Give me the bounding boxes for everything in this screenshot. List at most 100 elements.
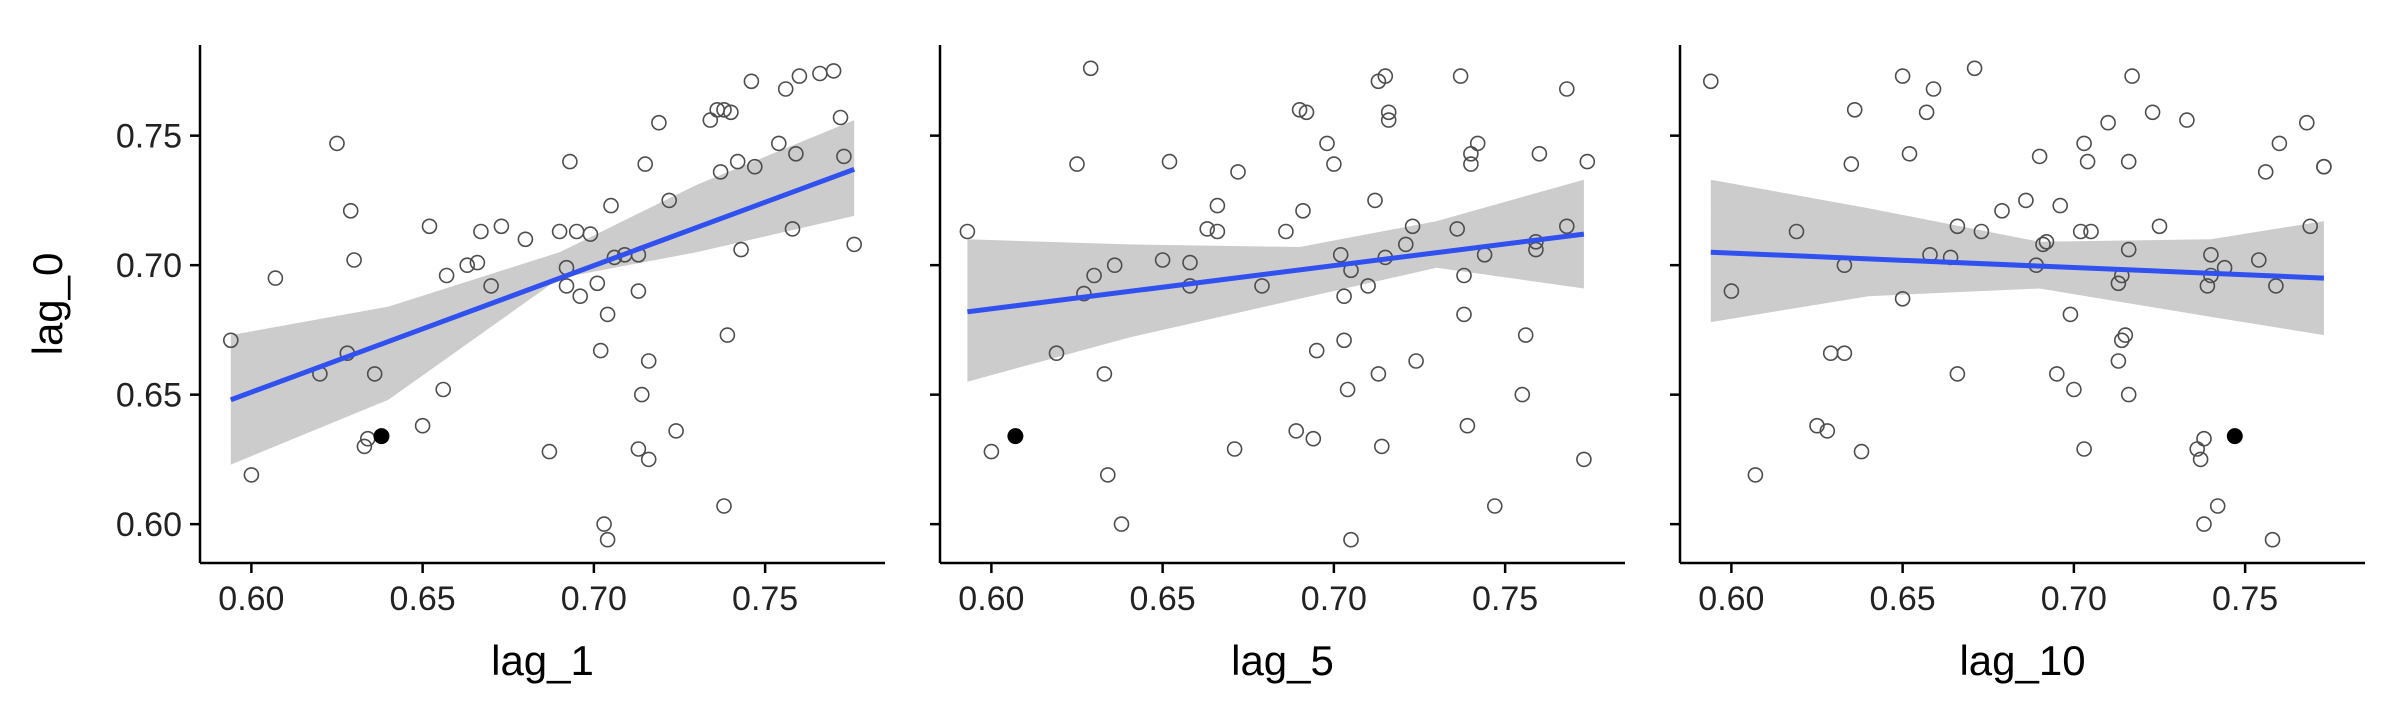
data-point <box>1319 135 1335 152</box>
data-point <box>599 531 616 548</box>
y-tick-label: 0.75 <box>116 118 182 156</box>
data-point <box>1295 203 1311 219</box>
facet-panel-1: 0.60 0.65 0.70 0.75 0.60 0.65 0.70 0.75 lag_1 lag… <box>24 45 885 684</box>
data-point <box>2120 386 2137 403</box>
data-point <box>1298 104 1315 121</box>
data-point <box>719 327 736 343</box>
data-point <box>2209 498 2226 514</box>
data-point <box>2117 327 2134 343</box>
data-point <box>1209 197 1226 214</box>
data-point <box>651 114 667 131</box>
data-point <box>483 278 499 294</box>
data-point <box>832 109 849 126</box>
data-point <box>2120 241 2137 258</box>
data-point <box>2199 278 2216 294</box>
data-point <box>729 153 746 170</box>
data-point <box>1291 102 1308 118</box>
data-point <box>2038 234 2055 250</box>
data-point <box>716 102 732 118</box>
regression-line <box>1710 249 2325 281</box>
data-point <box>1894 290 1911 307</box>
data-point <box>2079 153 2096 170</box>
data-point <box>421 218 438 235</box>
regression-line <box>967 231 1585 315</box>
data-point <box>2302 218 2318 235</box>
x-tick-label: 0.65 <box>1130 580 1196 618</box>
data-point <box>1559 81 1575 97</box>
data-point <box>1747 467 1764 483</box>
data-point <box>435 381 452 398</box>
data-point <box>243 467 260 483</box>
data-point <box>2268 278 2284 294</box>
data-point <box>1209 223 1226 240</box>
data-point <box>568 223 585 240</box>
data-point <box>1819 423 1836 439</box>
data-point <box>1278 223 1294 240</box>
data-point <box>1113 516 1130 532</box>
x-tick-label: 0.75 <box>2212 580 2278 618</box>
data-point <box>2192 451 2209 468</box>
data-point <box>630 283 647 299</box>
data-point <box>589 275 606 292</box>
data-point <box>1069 156 1085 172</box>
confidence-band <box>967 179 1584 382</box>
data-point <box>2062 306 2079 323</box>
data-point <box>2299 114 2315 131</box>
data-point <box>438 267 455 284</box>
regression-line <box>229 166 856 403</box>
data-point <box>2035 236 2051 253</box>
data-point <box>668 423 684 439</box>
data-point <box>1336 288 1352 305</box>
data-point <box>1374 438 1390 455</box>
data-point <box>1370 366 1387 382</box>
data-point <box>1199 221 1215 237</box>
data-point <box>1579 153 1596 170</box>
data-point <box>2251 252 2267 268</box>
data-point <box>1723 283 1740 299</box>
data-point <box>1966 60 1983 77</box>
data-point <box>743 73 760 90</box>
highlighted-point <box>373 428 390 445</box>
data-point <box>1456 267 1472 284</box>
data-point <box>2018 192 2034 209</box>
data-point <box>661 192 678 209</box>
data-point <box>1949 366 1966 382</box>
data-point <box>633 386 650 403</box>
data-point <box>1082 60 1099 77</box>
data-point <box>558 278 575 294</box>
data-point <box>836 148 852 165</box>
data-point <box>1853 443 1870 460</box>
data-point <box>1514 386 1531 403</box>
data-point <box>2264 531 2281 548</box>
data-point <box>1343 531 1359 548</box>
data-point <box>596 516 612 532</box>
data-point <box>1449 221 1465 237</box>
data-point <box>414 417 431 434</box>
data-point <box>733 241 749 258</box>
data-point <box>592 342 609 359</box>
data-point <box>1380 104 1397 121</box>
data-point <box>359 430 376 447</box>
data-point <box>2271 135 2288 152</box>
x-tick-label: 0.60 <box>218 580 284 618</box>
data-point <box>1463 156 1479 172</box>
data-point <box>469 254 486 271</box>
x-tick-label: 0.65 <box>390 580 456 618</box>
data-point <box>2151 218 2168 235</box>
data-point <box>1894 68 1911 84</box>
data-point <box>1973 223 1990 240</box>
data-point <box>1456 306 1472 323</box>
data-point <box>1308 342 1325 359</box>
data-point <box>1380 112 1397 128</box>
data-point <box>825 63 842 79</box>
data-point <box>267 270 284 286</box>
data-point <box>2076 135 2092 152</box>
x-tick-label: 0.75 <box>732 580 798 618</box>
x-tick-label: 0.70 <box>561 580 627 618</box>
data-point <box>702 112 719 128</box>
data-point <box>329 135 345 152</box>
data-point <box>1339 381 1356 398</box>
data-point <box>459 257 476 274</box>
data-point <box>2052 197 2068 214</box>
